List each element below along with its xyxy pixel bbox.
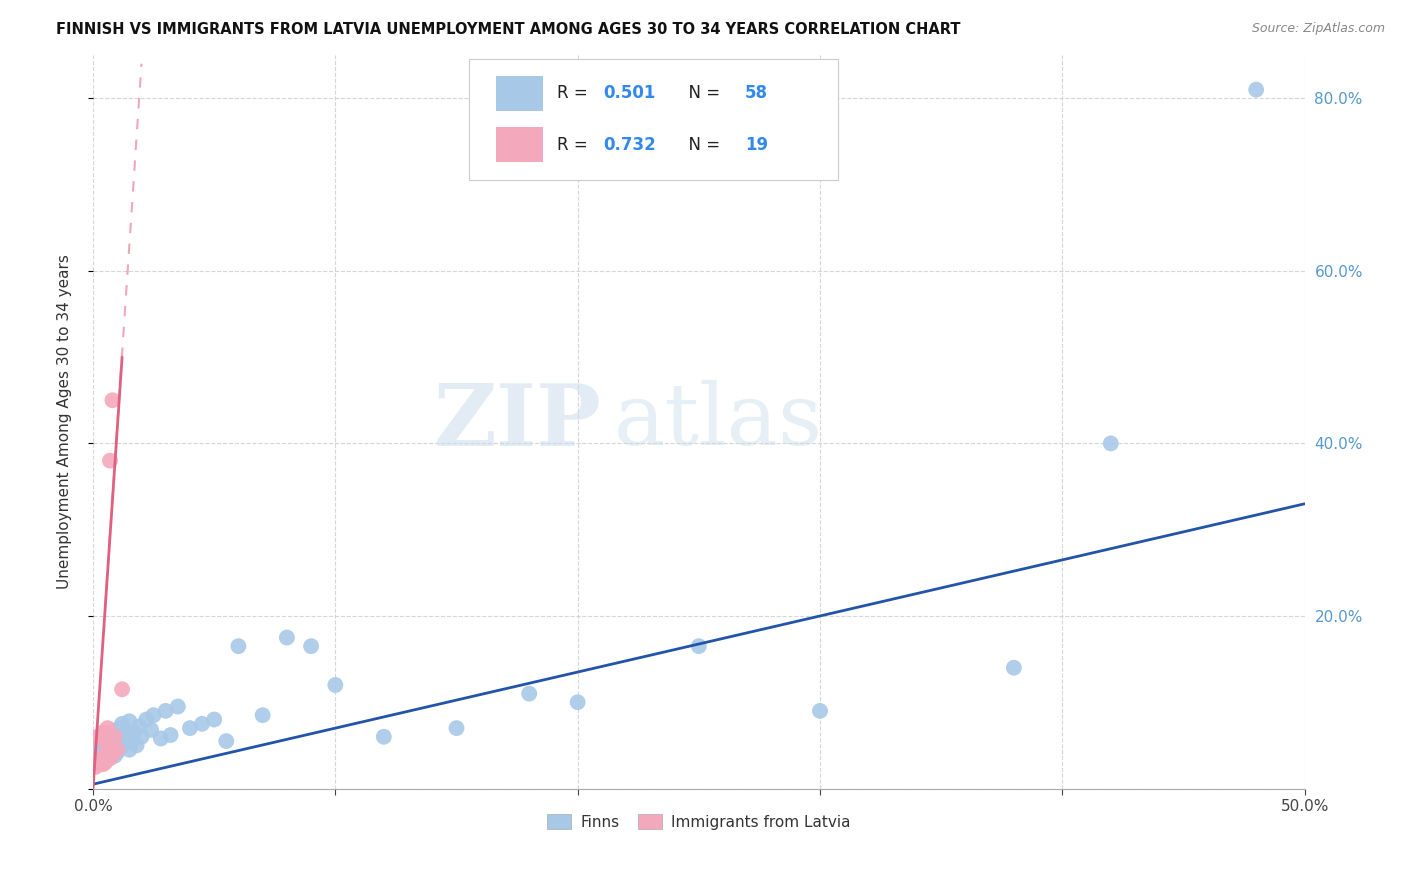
Point bbox=[98, 453, 121, 467]
Point bbox=[111, 682, 134, 697]
Point bbox=[101, 725, 124, 739]
Point bbox=[96, 748, 118, 763]
Point bbox=[105, 745, 128, 759]
Point bbox=[179, 721, 201, 735]
FancyBboxPatch shape bbox=[468, 59, 838, 180]
Point bbox=[101, 734, 124, 748]
Point bbox=[104, 730, 127, 744]
Point bbox=[808, 704, 831, 718]
Text: 0.501: 0.501 bbox=[603, 84, 655, 103]
Point bbox=[89, 751, 111, 765]
Point bbox=[128, 719, 150, 733]
Text: 19: 19 bbox=[745, 136, 768, 153]
Point bbox=[98, 751, 121, 765]
Point bbox=[215, 734, 238, 748]
Point bbox=[101, 393, 124, 408]
Point bbox=[517, 687, 540, 701]
Point bbox=[325, 678, 347, 692]
Point bbox=[111, 740, 134, 755]
Point bbox=[101, 742, 124, 756]
Point bbox=[101, 747, 124, 761]
Point bbox=[118, 742, 141, 756]
Point bbox=[91, 757, 114, 772]
Point bbox=[228, 639, 250, 653]
Point bbox=[94, 756, 117, 770]
Point bbox=[446, 721, 468, 735]
Point bbox=[87, 756, 110, 770]
Text: atlas: atlas bbox=[614, 380, 823, 464]
Point bbox=[121, 734, 143, 748]
Point bbox=[159, 728, 181, 742]
Point bbox=[131, 730, 153, 744]
Point bbox=[1099, 436, 1122, 450]
Point bbox=[87, 747, 110, 761]
Point bbox=[96, 721, 118, 735]
Point bbox=[104, 748, 127, 763]
Point bbox=[149, 731, 172, 746]
Point bbox=[299, 639, 322, 653]
Point bbox=[276, 631, 298, 645]
Point bbox=[94, 734, 117, 748]
Point bbox=[567, 695, 589, 709]
Point bbox=[94, 740, 117, 755]
Point bbox=[141, 723, 163, 737]
Point bbox=[118, 714, 141, 729]
Point bbox=[89, 748, 111, 763]
Point bbox=[1002, 661, 1025, 675]
Point bbox=[87, 730, 110, 744]
Legend: Finns, Immigrants from Latvia: Finns, Immigrants from Latvia bbox=[541, 807, 858, 836]
Point bbox=[94, 734, 117, 748]
Point bbox=[373, 730, 395, 744]
Point bbox=[166, 699, 188, 714]
Point bbox=[98, 731, 121, 746]
Point bbox=[191, 716, 214, 731]
Point bbox=[108, 739, 131, 753]
Point bbox=[252, 708, 274, 723]
Point bbox=[135, 713, 157, 727]
Bar bbox=[496, 76, 543, 111]
Point bbox=[91, 745, 114, 759]
Text: R =: R = bbox=[557, 136, 593, 153]
Point bbox=[688, 639, 710, 653]
Point bbox=[96, 742, 118, 756]
Point bbox=[96, 751, 118, 765]
Point bbox=[104, 728, 127, 742]
Point bbox=[105, 723, 128, 737]
Point bbox=[122, 725, 145, 739]
Point bbox=[111, 716, 134, 731]
Text: ZIP: ZIP bbox=[434, 380, 602, 464]
Point bbox=[98, 747, 121, 761]
Point bbox=[91, 725, 114, 739]
Point bbox=[114, 734, 136, 748]
Point bbox=[89, 739, 111, 753]
Text: 58: 58 bbox=[745, 84, 768, 103]
Y-axis label: Unemployment Among Ages 30 to 34 years: Unemployment Among Ages 30 to 34 years bbox=[58, 254, 72, 590]
Text: R =: R = bbox=[557, 84, 593, 103]
Point bbox=[98, 747, 121, 761]
Text: 0.732: 0.732 bbox=[603, 136, 655, 153]
Point bbox=[94, 751, 117, 765]
Text: N =: N = bbox=[678, 136, 725, 153]
Point bbox=[142, 708, 165, 723]
Point bbox=[96, 737, 118, 751]
Text: N =: N = bbox=[678, 84, 725, 103]
Point bbox=[202, 713, 225, 727]
Point bbox=[108, 721, 131, 735]
Point bbox=[1244, 83, 1267, 97]
Point bbox=[96, 730, 118, 744]
Text: FINNISH VS IMMIGRANTS FROM LATVIA UNEMPLOYMENT AMONG AGES 30 TO 34 YEARS CORRELA: FINNISH VS IMMIGRANTS FROM LATVIA UNEMPL… bbox=[56, 22, 960, 37]
Point bbox=[105, 742, 128, 756]
Point bbox=[125, 739, 148, 753]
Point bbox=[155, 704, 177, 718]
Bar bbox=[496, 127, 543, 162]
Point bbox=[91, 730, 114, 744]
Point bbox=[115, 730, 138, 744]
Text: Source: ZipAtlas.com: Source: ZipAtlas.com bbox=[1251, 22, 1385, 36]
Point bbox=[84, 760, 107, 774]
